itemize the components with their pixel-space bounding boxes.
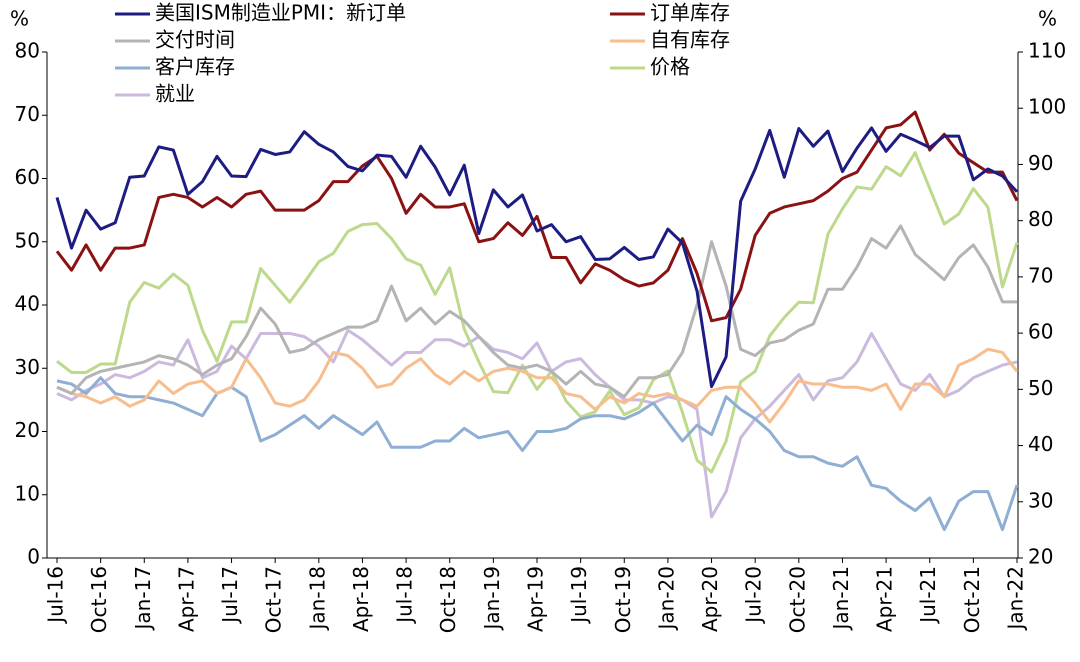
- legend-label: 交付时间: [155, 28, 235, 52]
- y2-tick-label: 60: [1028, 320, 1053, 344]
- y-axis-label: %: [10, 7, 29, 31]
- legend-label: 就业: [155, 82, 195, 106]
- x-tick-label: Jul-19: [567, 566, 591, 625]
- y2-tick-label: 80: [1028, 207, 1053, 231]
- y2-tick-label: 30: [1028, 488, 1053, 512]
- x-tick-label: Jul-21: [916, 566, 940, 625]
- x-tick-label: Oct-18: [436, 566, 460, 633]
- y2-tick-label: 90: [1028, 151, 1053, 175]
- y-tick-label: 40: [15, 292, 40, 316]
- y-tick-label: 30: [15, 355, 40, 379]
- y-tick-label: 60: [15, 165, 40, 189]
- x-tick-label: Jan-22: [1004, 566, 1028, 632]
- series-line: [55, 126, 1019, 389]
- y2-axis-label: %: [1038, 7, 1057, 31]
- y-tick-label: 50: [15, 228, 40, 252]
- series-line: [55, 110, 1019, 323]
- legend-label: 订单库存: [650, 1, 730, 25]
- series-line: [56, 376, 1019, 532]
- y2-tick-label: 110: [1028, 39, 1066, 63]
- y-tick-label: 0: [27, 545, 40, 569]
- x-tick-label: Oct-20: [785, 566, 809, 633]
- y2-tick-label: 50: [1028, 376, 1053, 400]
- x-tick-label: Apr-17: [174, 566, 198, 632]
- y2-tick-label: 70: [1028, 263, 1053, 287]
- series-line: [56, 151, 1019, 474]
- y-tick-label: 10: [15, 481, 40, 505]
- y2-tick-label: 20: [1028, 545, 1053, 569]
- y-tick-label: 20: [15, 418, 40, 442]
- legend-label: 美国ISM制造业PMI：新订单: [155, 1, 406, 25]
- x-tick-label: Jan-20: [654, 566, 678, 632]
- x-tick-label: Apr-19: [524, 566, 548, 632]
- legend-label: 价格: [650, 55, 690, 79]
- x-tick-label: Jul-16: [44, 566, 68, 625]
- x-tick-label: Oct-17: [262, 566, 286, 633]
- x-tick-label: Jul-18: [393, 566, 417, 625]
- x-tick-label: Oct-21: [960, 566, 984, 633]
- x-tick-label: Jan-18: [305, 566, 329, 632]
- series-line: [56, 328, 1018, 519]
- x-tick-label: Apr-18: [349, 566, 373, 632]
- legend-label: 客户库存: [155, 55, 235, 79]
- y-tick-label: 80: [15, 39, 40, 63]
- x-tick-label: Oct-16: [87, 566, 111, 633]
- y2-tick-label: 40: [1028, 432, 1053, 456]
- x-tick-label: Apr-20: [698, 566, 722, 632]
- x-tick-label: Jul-17: [218, 566, 242, 625]
- y2-tick-label: 100: [1028, 95, 1066, 119]
- y-tick-label: 70: [15, 102, 40, 126]
- x-tick-label: Jan-19: [480, 566, 504, 632]
- legend-label: 自有库存: [650, 28, 730, 52]
- series-line: [56, 224, 1017, 399]
- x-tick-label: Jul-20: [742, 566, 766, 625]
- series-line: [56, 347, 1019, 424]
- x-tick-label: Jan-21: [829, 566, 853, 632]
- x-tick-label: Jan-17: [131, 566, 155, 632]
- x-tick-label: Oct-19: [611, 566, 635, 633]
- x-tick-label: Apr-21: [873, 566, 897, 632]
